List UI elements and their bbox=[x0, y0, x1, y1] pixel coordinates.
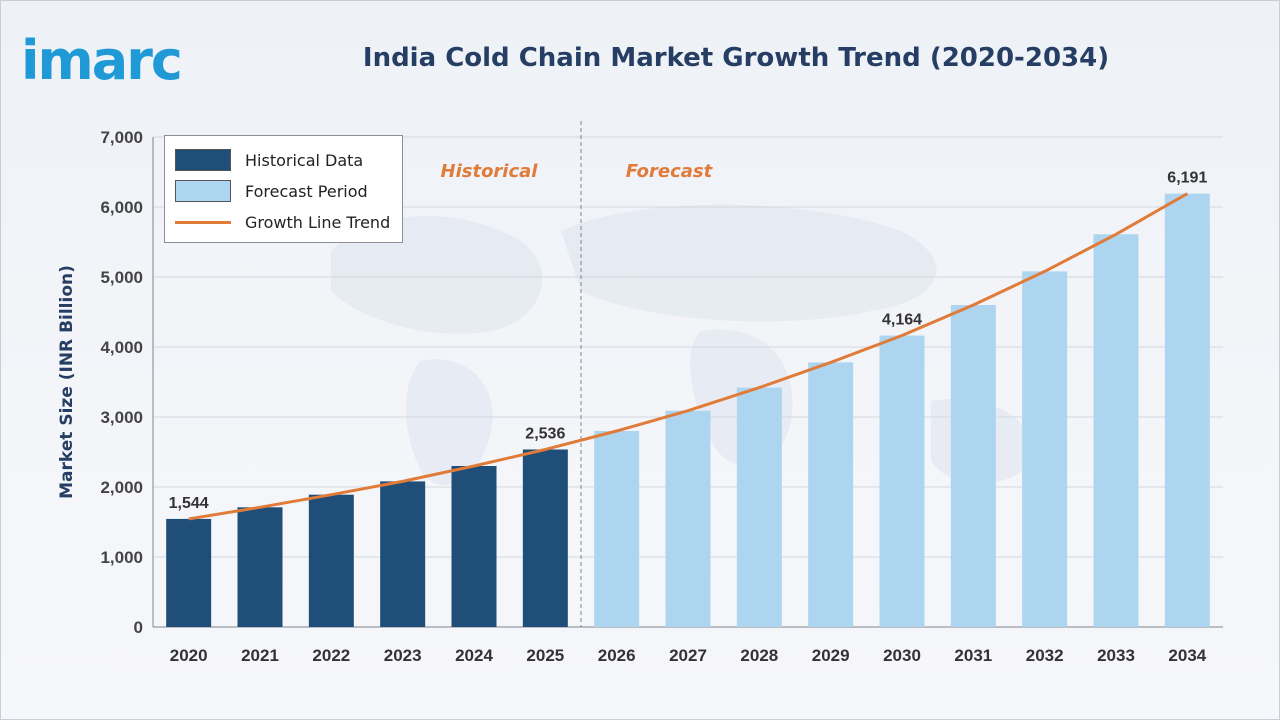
bar-2033 bbox=[1093, 234, 1139, 628]
x-tick-label: 2028 bbox=[740, 646, 778, 665]
y-axis-label: Market Size (INR Billion) bbox=[57, 265, 77, 499]
bar-2027 bbox=[665, 410, 711, 627]
growth-trend-line bbox=[188, 192, 1189, 521]
legend-swatch-historical bbox=[175, 149, 231, 171]
x-tick-label: 2034 bbox=[1168, 646, 1206, 665]
legend-label-trend: Growth Line Trend bbox=[245, 212, 391, 232]
x-tick-label: 2021 bbox=[241, 646, 279, 665]
bar-2025 bbox=[522, 449, 568, 627]
chart-title: India Cold Chain Market Growth Trend (20… bbox=[362, 43, 1110, 73]
y-tick-label: 1,000 bbox=[100, 548, 143, 567]
y-tick-label: 7,000 bbox=[100, 128, 143, 147]
map-backdrop-0 bbox=[331, 216, 543, 334]
x-tick-label: 2023 bbox=[384, 646, 422, 665]
data-label-2025: 2,536 bbox=[525, 425, 565, 442]
x-tick-label: 2020 bbox=[170, 646, 208, 665]
bar-2034 bbox=[1164, 193, 1210, 627]
x-tick-label: 2033 bbox=[1097, 646, 1135, 665]
x-tick-label: 2022 bbox=[312, 646, 350, 665]
y-tick-label: 0 bbox=[134, 618, 143, 637]
x-tick-label: 2024 bbox=[455, 646, 493, 665]
x-tick-label: 2025 bbox=[526, 646, 564, 665]
bar-2023 bbox=[380, 481, 426, 627]
x-tick-label: 2032 bbox=[1026, 646, 1064, 665]
bar-2026 bbox=[594, 431, 640, 627]
y-tick-label: 6,000 bbox=[100, 198, 143, 217]
legend-swatch-forecast bbox=[175, 180, 231, 202]
legend-item-trend: Growth Line Trend bbox=[175, 210, 390, 234]
legend-label-historical: Historical Data bbox=[245, 150, 364, 170]
bar-2021 bbox=[237, 507, 283, 627]
legend-item-forecast: Forecast Period bbox=[175, 179, 368, 203]
legend-line-trend bbox=[175, 220, 231, 224]
bar-2031 bbox=[950, 305, 996, 627]
legend-item-historical: Historical Data bbox=[175, 148, 363, 172]
period-label-forecast: Forecast bbox=[626, 161, 714, 182]
y-tick-label: 4,000 bbox=[100, 338, 143, 357]
map-backdrop-3 bbox=[406, 359, 493, 486]
imarc-logo: imarc bbox=[21, 29, 183, 92]
y-tick-label: 2,000 bbox=[100, 478, 143, 497]
data-label-2034: 6,191 bbox=[1167, 170, 1207, 187]
y-tick-label: 5,000 bbox=[100, 268, 143, 287]
x-tick-label: 2030 bbox=[883, 646, 921, 665]
data-label-2020: 1,544 bbox=[169, 495, 209, 512]
x-tick-label: 2027 bbox=[669, 646, 707, 665]
bar-2029 bbox=[808, 362, 854, 627]
x-tick-label: 2026 bbox=[598, 646, 636, 665]
bar-2020 bbox=[166, 518, 212, 627]
period-label-historical: Historical bbox=[441, 161, 539, 182]
data-label-2030: 4,164 bbox=[882, 312, 922, 329]
bar-2030 bbox=[879, 335, 925, 627]
x-tick-label: 2031 bbox=[954, 646, 992, 665]
bar-2024 bbox=[451, 466, 497, 627]
bar-2022 bbox=[308, 494, 354, 627]
svg-text:imarc: imarc bbox=[21, 29, 181, 92]
legend: Historical Data Forecast Period Growth L… bbox=[164, 135, 403, 243]
x-tick-label: 2029 bbox=[812, 646, 850, 665]
legend-label-forecast: Forecast Period bbox=[245, 181, 368, 201]
y-tick-label: 3,000 bbox=[100, 408, 143, 427]
bar-2028 bbox=[736, 387, 782, 627]
map-backdrop-1 bbox=[561, 204, 937, 322]
bar-2032 bbox=[1022, 271, 1068, 627]
